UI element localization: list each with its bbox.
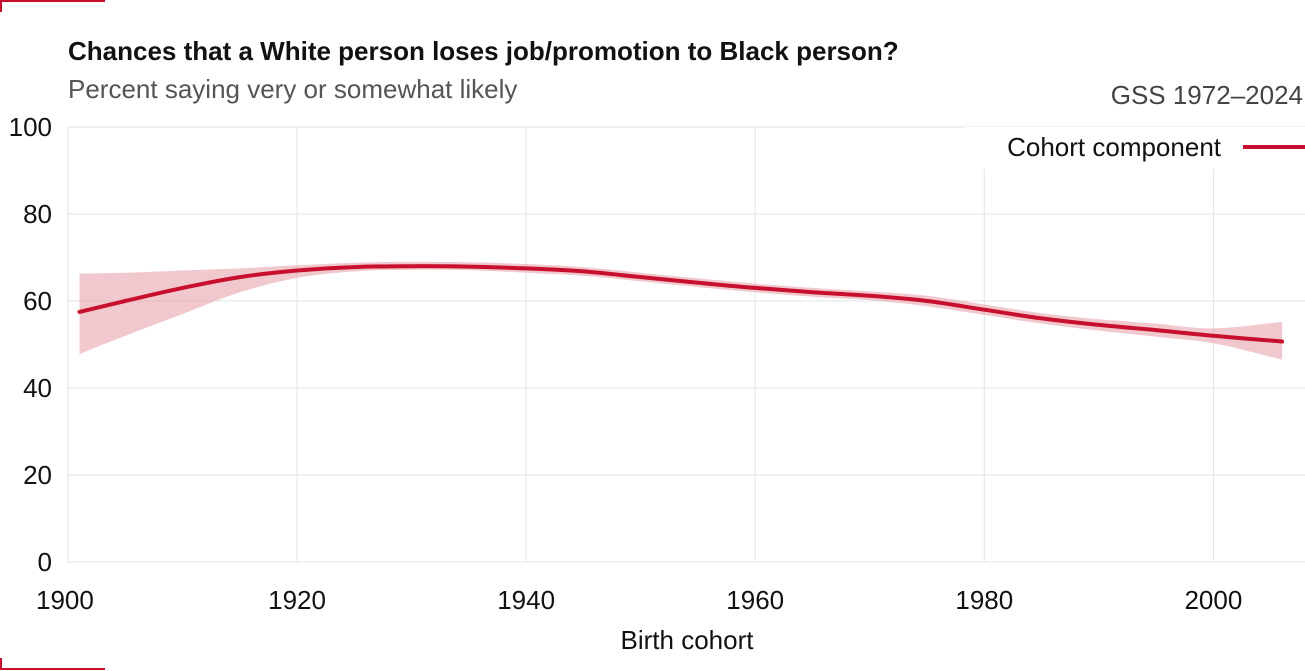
legend: Cohort component — [965, 127, 1305, 169]
y-tick-label: 40 — [23, 373, 52, 403]
chart-source: GSS 1972–2024 — [1110, 80, 1303, 110]
x-tick-label: 1900 — [36, 585, 94, 615]
series-lines — [77, 264, 1285, 344]
confidence-band-area — [79, 261, 1283, 360]
y-tick-label: 100 — [9, 112, 52, 142]
x-tick-label: 1920 — [268, 585, 326, 615]
grid — [67, 126, 1305, 563]
y-tick-label: 0 — [38, 547, 52, 577]
x-axis-label: Birth cohort — [621, 625, 755, 655]
x-tick-labels: 1900 1920 1940 1960 1980 2000 — [36, 585, 1242, 615]
x-tick-label: 2000 — [1184, 585, 1242, 615]
series-line — [77, 264, 1285, 344]
chart-title: Chances that a White person loses job/pr… — [68, 36, 899, 66]
x-tick-label: 1960 — [726, 585, 784, 615]
confidence-band — [79, 261, 1283, 360]
chart-subtitle: Percent saying very or somewhat likely — [68, 74, 518, 104]
y-tick-label: 60 — [23, 286, 52, 316]
y-tick-labels: 0 20 40 60 80 100 — [9, 112, 52, 577]
corner-mark-bottom — [0, 658, 105, 670]
y-tick-label: 80 — [23, 199, 52, 229]
y-tick-label: 20 — [23, 460, 52, 490]
corner-mark-top — [0, 0, 105, 12]
legend-label: Cohort component — [1007, 132, 1222, 162]
x-tick-label: 1980 — [955, 585, 1013, 615]
x-tick-label: 1940 — [497, 585, 555, 615]
